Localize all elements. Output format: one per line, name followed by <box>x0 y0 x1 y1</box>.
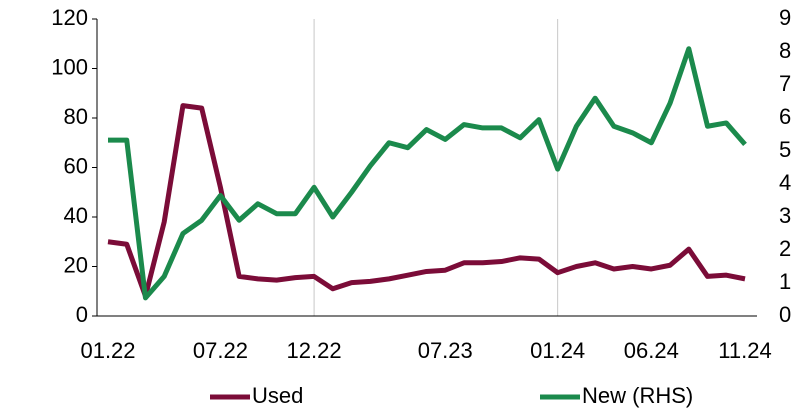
series-line <box>108 46 747 301</box>
y2-tick-label: 8 <box>779 38 791 63</box>
y-tick-label: 40 <box>64 203 88 228</box>
series-line <box>107 103 746 299</box>
x-tick-label: 07.23 <box>418 338 473 363</box>
x-tick-label: 01.22 <box>80 338 135 363</box>
y2-tick-label: 3 <box>779 203 791 228</box>
y2-tick-label: 0 <box>779 302 791 327</box>
x-tick-label: 11.24 <box>718 338 771 363</box>
x-tick-label: 12.22 <box>287 338 342 363</box>
y-tick-label: 100 <box>51 54 88 79</box>
y2-tick-label: 6 <box>779 104 791 129</box>
y-tick-label: 60 <box>64 153 88 178</box>
y-tick-label: 0 <box>76 302 88 327</box>
x-tick-label: 01.24 <box>530 338 585 363</box>
y-tick-label: 120 <box>51 5 88 30</box>
y-tick-label: 20 <box>64 252 88 277</box>
y2-tick-label: 2 <box>779 236 791 261</box>
x-tick-label: 07.22 <box>193 338 248 363</box>
y2-tick-label: 1 <box>779 269 791 294</box>
y2-tick-label: 7 <box>779 71 791 96</box>
y2-tick-label: 4 <box>779 170 791 195</box>
y2-tick-label: 5 <box>779 137 791 162</box>
y-tick-label: 80 <box>64 104 88 129</box>
x-tick-label: 06.24 <box>624 338 679 363</box>
legend-label: New (RHS) <box>582 383 693 408</box>
legend-label: Used <box>252 383 303 408</box>
y2-tick-label: 9 <box>779 5 791 30</box>
